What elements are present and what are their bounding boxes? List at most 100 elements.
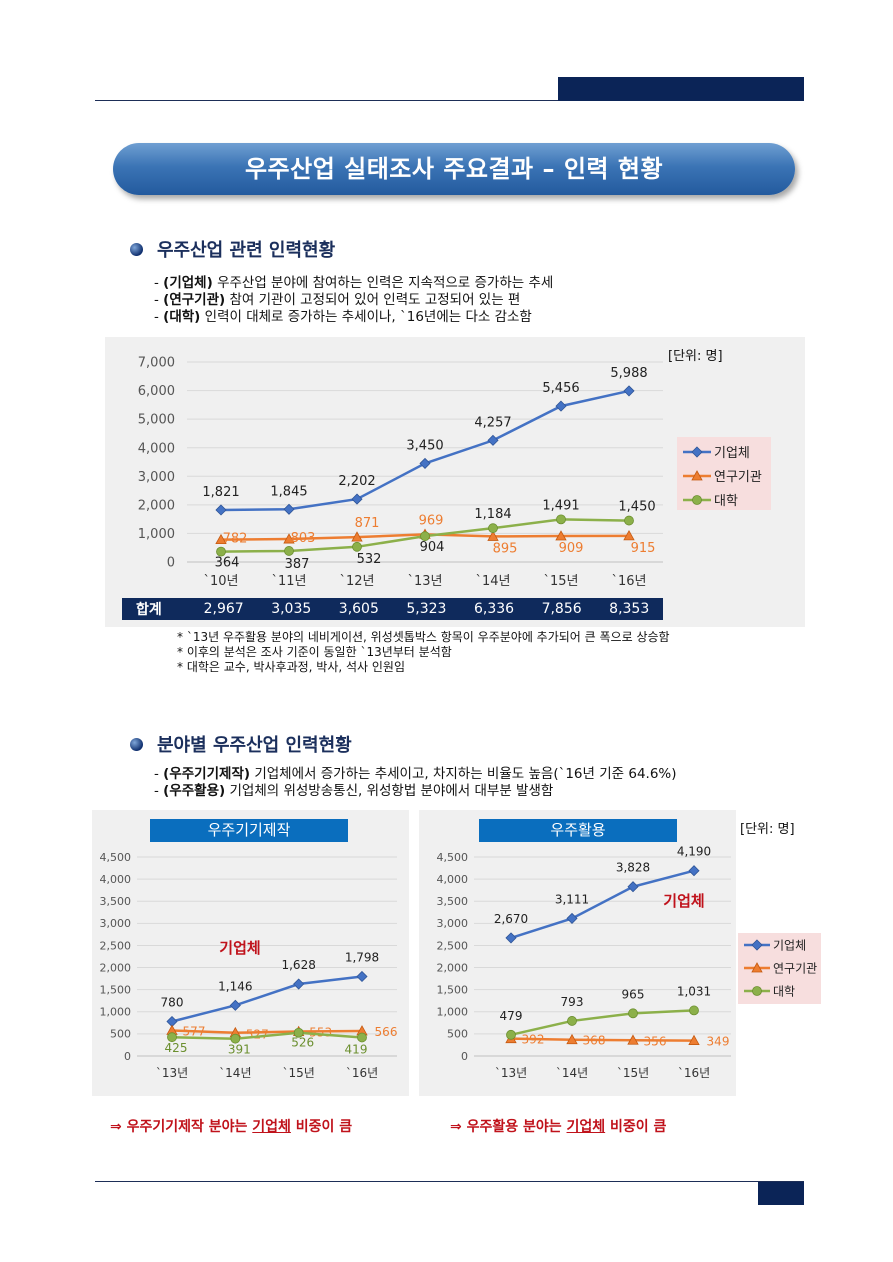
data-label-research: 782 [223, 532, 248, 547]
y-tick-label: 5,000 [138, 413, 175, 428]
data-label-company: 3,450 [406, 438, 443, 453]
data-point-university [230, 1033, 241, 1044]
y-tick-label: 3,500 [437, 895, 469, 908]
legend-marker-university [692, 495, 702, 505]
data-label-company: 5,456 [542, 381, 579, 396]
data-point-research [351, 531, 363, 542]
left-chart-background [92, 810, 409, 1096]
header-rule [95, 100, 804, 101]
data-label-university: 391 [228, 1043, 251, 1057]
y-tick-label: 0 [167, 556, 175, 571]
data-point-company [356, 970, 368, 983]
data-point-university [556, 514, 566, 525]
total-value: 6,336 [473, 601, 515, 617]
data-point-university [420, 531, 430, 542]
data-point-research [566, 1033, 578, 1045]
data-point-company [566, 912, 578, 924]
series-line-research [510, 1037, 695, 1042]
data-label-research: 909 [559, 541, 584, 556]
x-tick-label: `15년 [283, 1066, 315, 1080]
data-label-company: 4,257 [474, 415, 511, 430]
footnote: * 대학은 교수, 박사후과정, 박사, 석사 인원임 [177, 660, 406, 674]
data-label-university: 364 [215, 556, 240, 571]
y-tick-label: 7,000 [138, 356, 175, 371]
data-label-research: 969 [419, 513, 444, 528]
data-label-university: 904 [420, 540, 445, 555]
data-point-company [505, 932, 517, 944]
data-label-company: 5,988 [610, 366, 647, 381]
data-label-company: 1,146 [218, 979, 252, 993]
y-tick-label: 1,500 [437, 984, 469, 997]
section1-title-text: 우주산업 관련 인력현황 [157, 240, 336, 261]
data-label-university: 793 [561, 995, 584, 1009]
data-point-company [555, 400, 567, 412]
desc-line: - (대학) 인력이 대체로 증가하는 추세이나, `16년에는 다소 감소함 [154, 309, 532, 325]
desc-line: - (우주활용) 기업체의 위성방송통신, 위성항법 분야에서 대부분 발생함 [154, 783, 554, 799]
data-label-company: 1,798 [345, 950, 379, 964]
left-conclusion: ⇒ 우주기기제작 분야는 기업체 비중이 큼 [110, 1119, 353, 1135]
data-point-university [488, 523, 498, 534]
legend-label-research: 연구기관 [714, 470, 762, 485]
data-point-company [688, 865, 700, 877]
data-label-university: 425 [165, 1041, 188, 1055]
legend-marker-research [691, 470, 703, 481]
y-tick-label: 4,500 [100, 851, 132, 864]
y-tick-label: 0 [461, 1050, 468, 1063]
series-line-company [171, 975, 363, 1023]
legend-label-company: 기업체 [773, 939, 806, 953]
data-point-research [283, 533, 295, 544]
legend-marker-company [691, 446, 703, 458]
data-label-research: 349 [707, 1035, 730, 1049]
data-point-company [623, 385, 635, 397]
desc-line: - (연구기관) 참여 기관이 고정되어 있어 인력도 고정되어 있는 편 [154, 292, 521, 308]
data-point-university [689, 1005, 699, 1016]
data-label-company: 2,202 [338, 474, 375, 489]
data-label-research: 871 [355, 516, 380, 531]
data-label-university: 965 [622, 987, 645, 1001]
data-point-university [167, 1032, 177, 1043]
data-point-university [293, 1027, 304, 1038]
x-tick-label: `10년 [203, 574, 238, 589]
data-point-company [351, 493, 363, 505]
y-tick-label: 500 [110, 1028, 131, 1041]
data-point-research [487, 530, 499, 541]
main-chart-unit: [단위: 명] [668, 349, 723, 364]
data-label-university: 1,184 [474, 507, 511, 522]
chart-annotation: 기업체 [219, 939, 260, 957]
y-tick-label: 1,000 [100, 1006, 132, 1019]
total-value: 3,605 [338, 601, 379, 617]
data-label-research: 368 [583, 1034, 606, 1048]
series-line-research [171, 1029, 363, 1034]
data-point-company [627, 881, 639, 893]
y-tick-label: 4,000 [437, 873, 469, 886]
data-label-company: 2,670 [494, 912, 528, 926]
y-tick-label: 3,000 [437, 917, 469, 930]
total-value: 3,035 [271, 601, 312, 617]
footnote: * 이후의 분석은 조사 기준이 동일한 `13년부터 분석함 [177, 645, 452, 659]
y-tick-label: 4,500 [437, 851, 469, 864]
data-label-university: 419 [345, 1042, 368, 1056]
data-point-university [506, 1029, 516, 1040]
data-point-university [216, 546, 226, 557]
footnotes: * `13년 우주활용 분야의 네비게이션, 위성셋톱박스 항목이 우주분야에 … [177, 630, 670, 675]
data-label-research: 566 [375, 1025, 398, 1039]
x-tick-label: `13년 [495, 1066, 527, 1080]
totals-bar: 합계 2,967 3,035 3,605 5,323 6,336 7,856 8… [122, 598, 663, 620]
right-chart-title: 우주활용 [479, 819, 677, 842]
data-point-university [357, 1032, 367, 1043]
data-point-company [419, 457, 431, 469]
total-value: 7,856 [541, 601, 582, 617]
x-tick-label: `14년 [475, 574, 510, 589]
x-tick-label: `14년 [219, 1066, 251, 1080]
left-chart-title: 우주기기제작 [150, 819, 348, 842]
y-tick-label: 3,500 [100, 895, 132, 908]
y-tick-label: 3,000 [138, 470, 175, 485]
main-line-chart: 0 1,000 2,000 3,000 4,000 5,000 6,000 7,000 `10년… [138, 356, 762, 589]
data-label-university: 387 [285, 557, 310, 572]
series-line-company [510, 869, 695, 940]
data-label-university: 1,450 [618, 500, 655, 515]
legend-label-company: 기업체 [714, 446, 750, 461]
legend-marker-university [752, 986, 762, 996]
data-label-company: 3,828 [616, 861, 650, 875]
series-line-university [510, 1009, 695, 1037]
